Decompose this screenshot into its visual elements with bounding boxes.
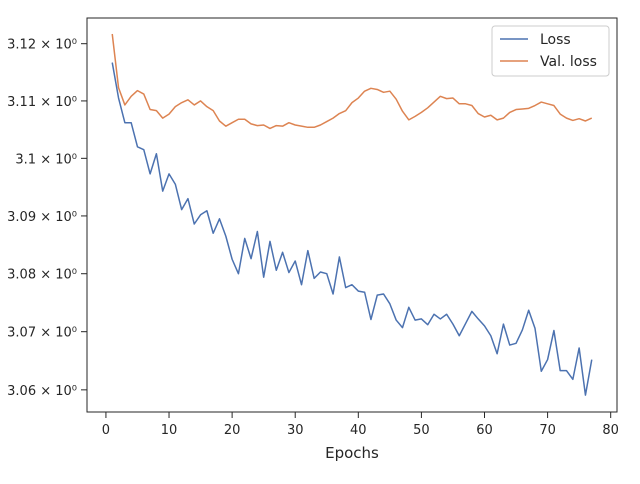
y-tick-label: 3.07 × 10⁰ xyxy=(7,326,77,341)
series-line-val-loss xyxy=(111,33,593,130)
y-tick-label: 3.08 × 10⁰ xyxy=(7,268,77,283)
x-axis: 0 10 20 30 40 50 60 70 80 xyxy=(102,412,619,438)
legend-label: Val. loss xyxy=(540,54,597,70)
x-tick-label: 60 xyxy=(476,423,493,438)
plot-lines xyxy=(111,33,593,396)
x-tick-label: 20 xyxy=(224,423,241,438)
y-tick-label: 3.06 × 10⁰ xyxy=(7,384,77,399)
y-axis: 3.06 × 10⁰ 3.07 × 10⁰ 3.08 × 10⁰ 3.09 × 10⁰… xyxy=(7,38,87,399)
x-tick-label: 50 xyxy=(413,423,430,438)
y-tick-label: 3.12 × 10⁰ xyxy=(7,38,77,53)
y-tick-label: 3.11 × 10⁰ xyxy=(7,95,77,110)
series-line-loss xyxy=(111,62,593,396)
x-tick-label: 80 xyxy=(602,423,619,438)
x-tick-label: 70 xyxy=(539,423,556,438)
x-tick-label: 10 xyxy=(161,423,178,438)
y-tick-label: 3.09 × 10⁰ xyxy=(7,210,77,225)
x-axis-label: Epochs xyxy=(325,444,379,462)
x-tick-label: 30 xyxy=(287,423,304,438)
x-tick-label: 0 xyxy=(102,423,110,438)
y-tick-label: 3.1 × 10⁰ xyxy=(15,152,77,167)
legend-label: Loss xyxy=(540,32,571,48)
legend: Loss Val. loss xyxy=(491,25,610,77)
x-tick-label: 40 xyxy=(350,423,367,438)
plot-frame xyxy=(86,17,618,413)
